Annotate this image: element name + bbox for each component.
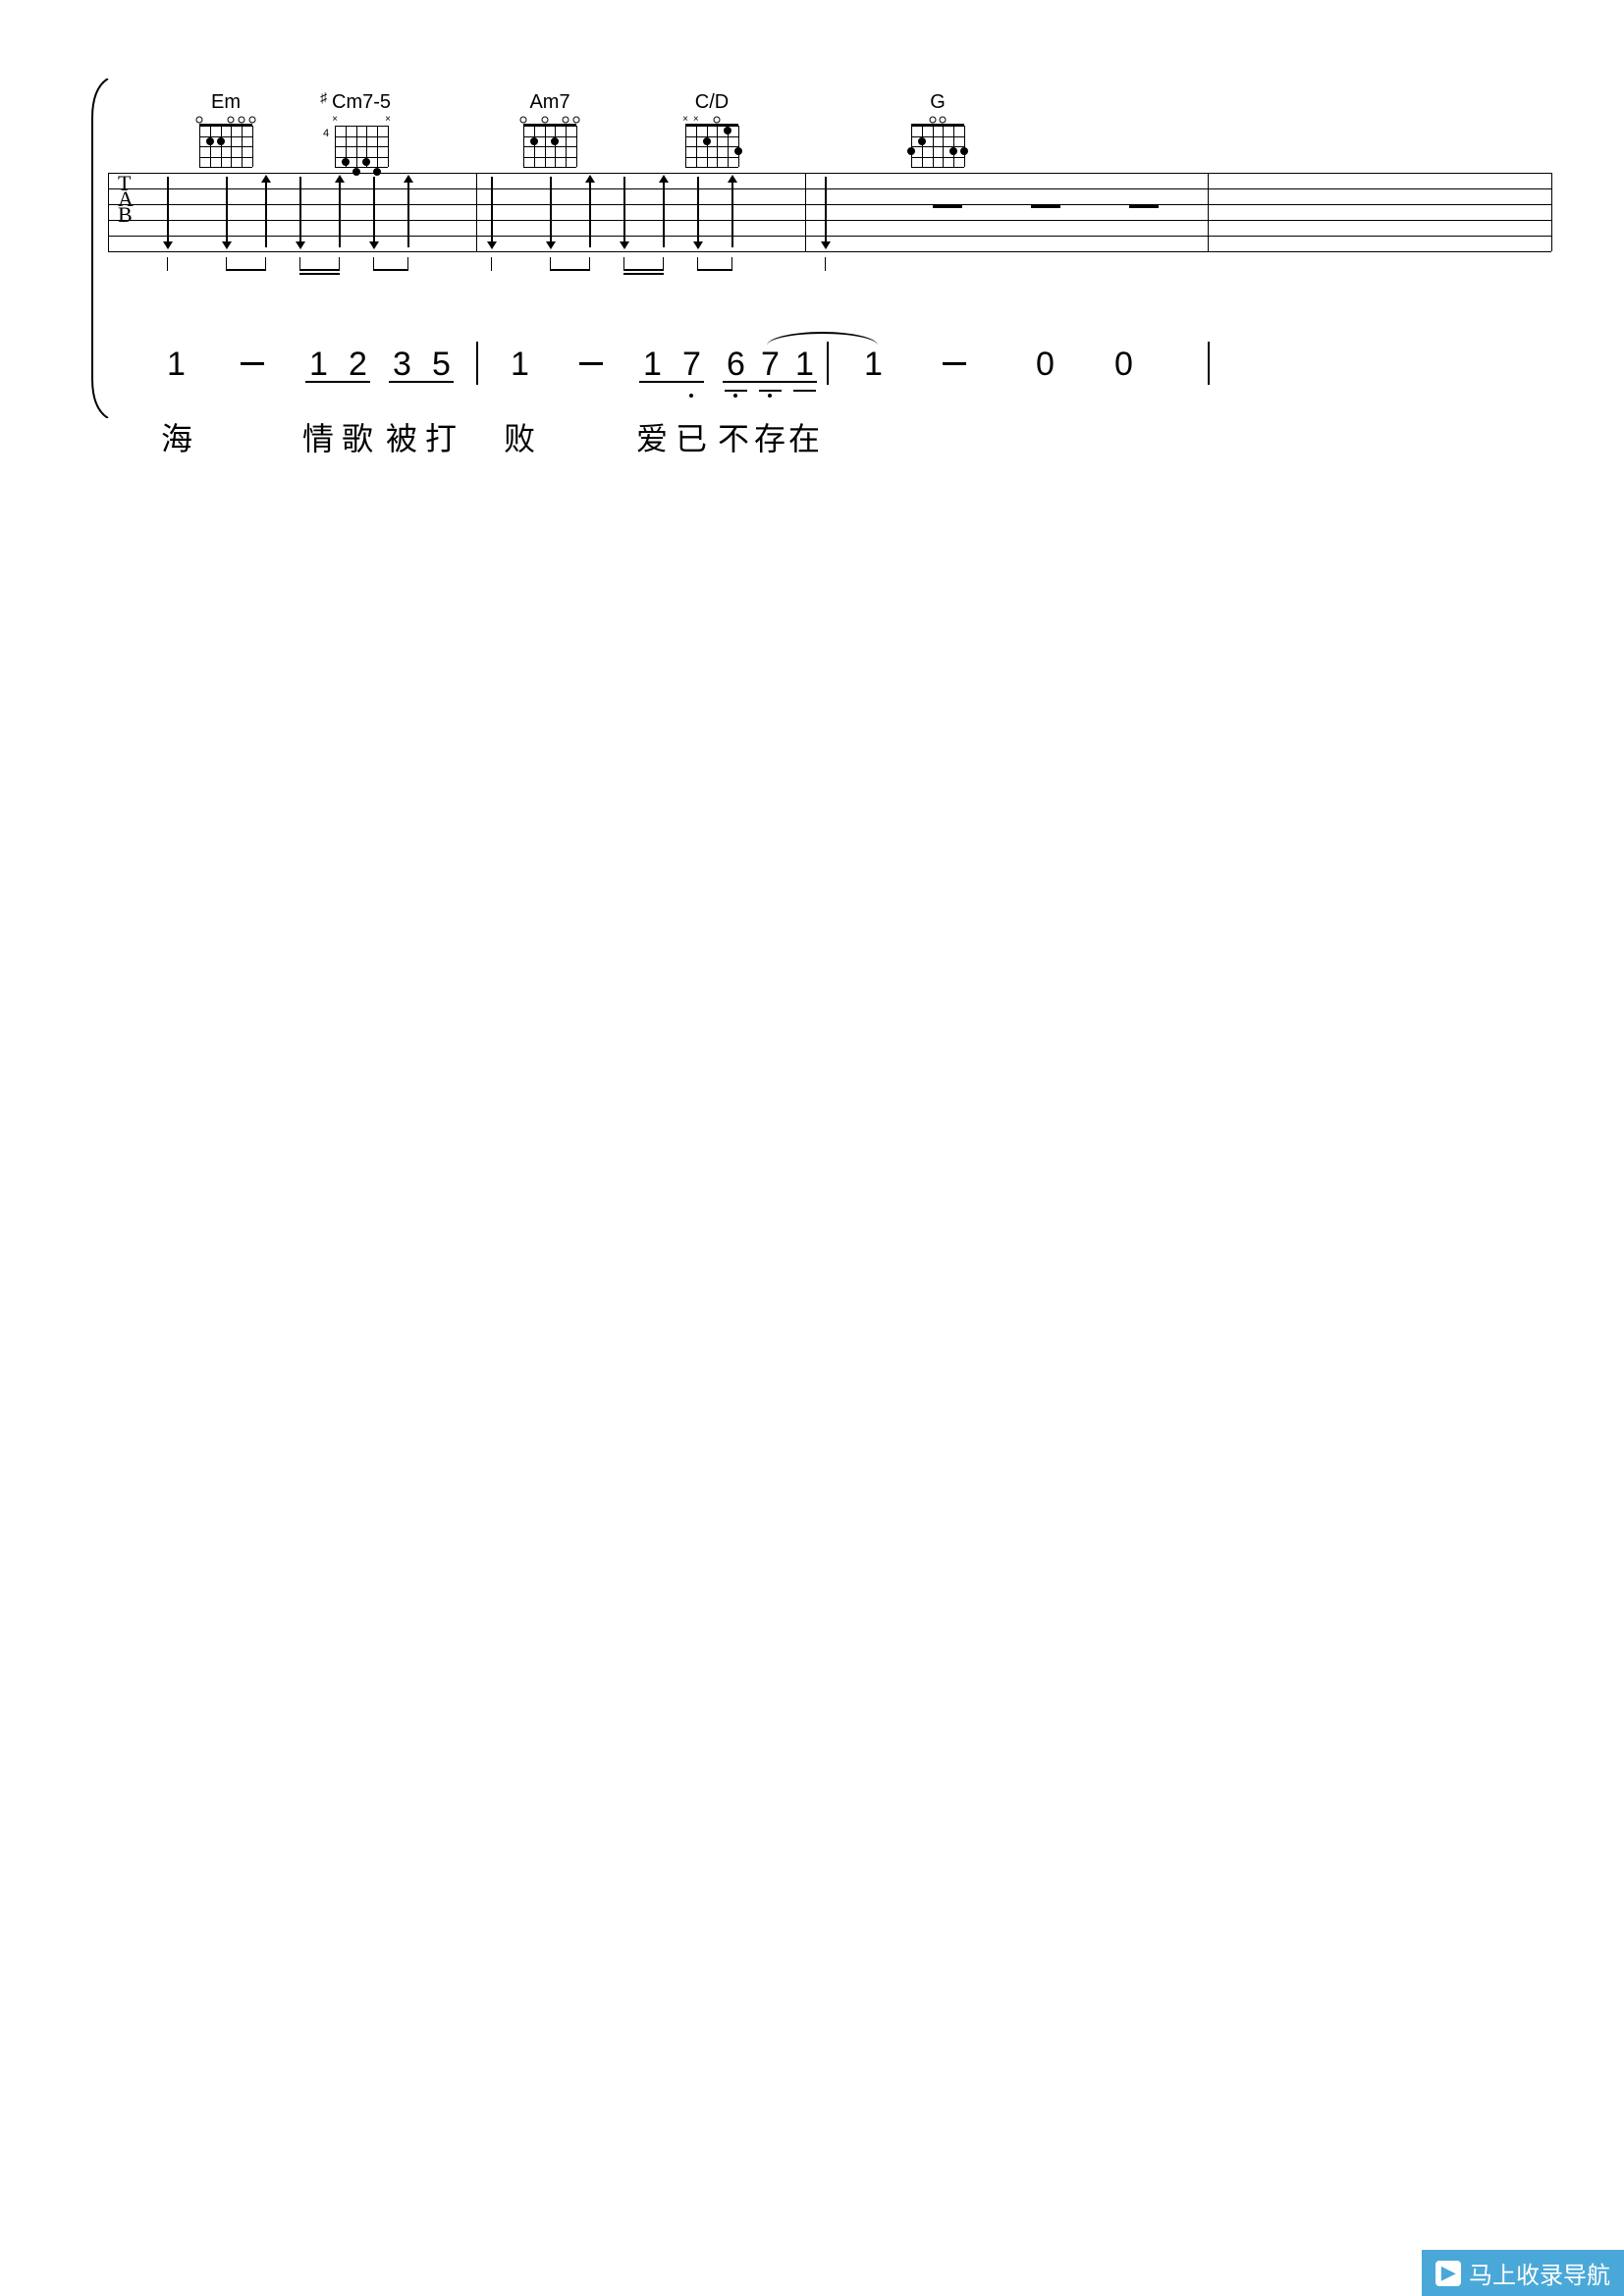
strum-down-icon: [825, 177, 827, 247]
lyric-char: 存: [754, 414, 785, 459]
jianpu-tie: [767, 332, 878, 346]
chord-diagram: Em: [199, 91, 252, 167]
barline: [1551, 173, 1552, 251]
lyric-char: 已: [676, 414, 707, 459]
rhythm-stem: [491, 257, 492, 271]
watermark-badge: ▶ 马上收录导航: [1422, 2250, 1624, 2296]
strum-up-icon: [265, 177, 267, 247]
strum-up-icon: [589, 177, 591, 247]
staff-line: [108, 251, 1551, 252]
chord-diagram: C/D ××: [685, 91, 738, 167]
jianpu-dash: [241, 346, 264, 384]
lyric-char: 歌: [342, 414, 373, 459]
chord-name: G: [930, 91, 946, 114]
rhythm-beam: [226, 269, 266, 271]
jianpu-barline: [1208, 342, 1210, 385]
rest-mark: [933, 204, 962, 208]
rhythm-beam: [623, 273, 664, 275]
music-sheet: Em♯Cm7-54××Am7C/D××G T A B 1123511767110…: [79, 79, 1551, 454]
strum-up-icon: [663, 177, 665, 247]
strum-down-icon: [167, 177, 169, 247]
strum-up-icon: [731, 177, 733, 247]
jianpu-note: 1: [511, 346, 529, 384]
jianpu-dash: [943, 346, 966, 384]
jianpu-note: 7: [682, 346, 701, 384]
rhythm-beam: [623, 269, 664, 271]
jianpu-row: 11235117671100: [79, 346, 1551, 404]
lyric-char: 情: [302, 414, 334, 459]
chord-diagram: G: [911, 91, 964, 167]
strum-down-icon: [373, 177, 375, 247]
rhythm-stem: [167, 257, 168, 271]
lyric-char: 爱: [636, 414, 668, 459]
chord-name: C/D: [695, 91, 729, 114]
chord-grid: [523, 118, 576, 167]
rhythm-beam: [299, 273, 340, 275]
chord-grid: 4××: [335, 118, 388, 167]
watermark-icon: ▶: [1435, 2261, 1461, 2286]
jianpu-note: 0: [1114, 346, 1133, 384]
jianpu-note: 7: [761, 346, 780, 384]
strum-down-icon: [697, 177, 699, 247]
rhythm-stem: [825, 257, 826, 271]
strum-down-icon: [226, 177, 228, 247]
jianpu-note: 1: [309, 346, 328, 384]
watermark-text: 马上收录导航: [1469, 2256, 1610, 2290]
strum-down-icon: [491, 177, 493, 247]
jianpu-note: 3: [393, 346, 411, 384]
rhythm-beam: [550, 269, 590, 271]
chord-grid: [199, 118, 252, 167]
lyric-char: 打: [425, 414, 457, 459]
rest-mark: [1031, 204, 1060, 208]
chord-name: ♯Cm7-5: [332, 91, 391, 114]
chord-grid: ××: [685, 118, 738, 167]
jianpu-dash: [579, 346, 603, 384]
strum-up-icon: [339, 177, 341, 247]
jianpu-note: 6: [727, 346, 745, 384]
lyric-char: 海: [161, 414, 192, 459]
lyric-char: 在: [788, 414, 820, 459]
jianpu-note: 5: [432, 346, 451, 384]
lyric-char: 败: [504, 414, 535, 459]
rhythm-beam-row: [79, 257, 1551, 287]
tab-staff: T A B: [79, 173, 1551, 251]
chord-diagram: ♯Cm7-5 4××: [332, 91, 391, 167]
rhythm-beam: [299, 269, 340, 271]
jianpu-barline: [827, 342, 829, 385]
rhythm-beam: [373, 269, 408, 271]
jianpu-note: 1: [167, 346, 186, 384]
strum-down-icon: [550, 177, 552, 247]
lyric-char: 被: [386, 414, 417, 459]
jianpu-note: 1: [864, 346, 883, 384]
chord-grid: [911, 118, 964, 167]
strum-up-icon: [407, 177, 409, 247]
jianpu-note: 2: [349, 346, 367, 384]
chord-name: Em: [211, 91, 241, 114]
jianpu-note: 0: [1036, 346, 1055, 384]
lyric-char: 不: [718, 414, 749, 459]
lyrics-row: 海情歌被打败爱已不存在: [79, 414, 1551, 454]
jianpu-note: 1: [795, 346, 814, 384]
strum-row: [79, 173, 1551, 251]
strum-down-icon: [299, 177, 301, 247]
chord-name: Am7: [529, 91, 569, 114]
chord-diagram: Am7: [523, 91, 576, 167]
jianpu-barline: [476, 342, 478, 385]
chord-row: Em ♯Cm7-5 4×× Am7 C/D ×× G: [137, 79, 1551, 167]
rest-mark: [1129, 204, 1159, 208]
jianpu-note: 1: [643, 346, 662, 384]
rhythm-beam: [697, 269, 732, 271]
strum-down-icon: [623, 177, 625, 247]
